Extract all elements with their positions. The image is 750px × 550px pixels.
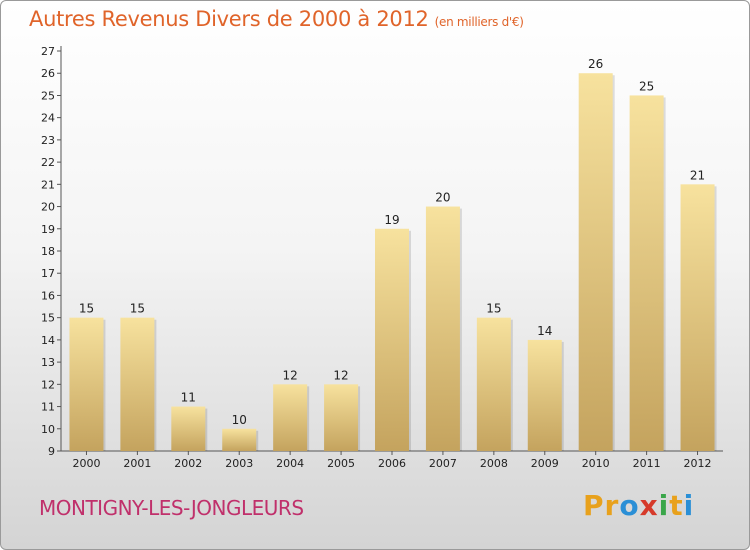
bar-2001 (120, 317, 155, 451)
y-tick-label: 15 (41, 312, 55, 325)
y-tick-label: 13 (41, 356, 55, 369)
x-tick-label: 2000 (72, 457, 100, 470)
logo-letter: i (683, 489, 695, 522)
x-tick-label: 2005 (327, 457, 355, 470)
bar-2004 (273, 384, 308, 451)
value-label: 26 (588, 57, 603, 71)
bar-2003 (222, 428, 257, 451)
y-tick-label: 16 (41, 289, 55, 302)
value-label: 15 (130, 302, 145, 316)
value-label: 14 (537, 324, 552, 338)
chart-title-text: Autres Revenus Divers de 2000 à 2012 (29, 7, 429, 31)
bar-2008 (476, 317, 511, 451)
chart-title: Autres Revenus Divers de 2000 à 2012 (en … (29, 7, 524, 31)
y-tick-label: 9 (48, 445, 55, 458)
logo-letter: P (583, 489, 605, 522)
y-tick-label: 26 (41, 67, 55, 80)
bars (69, 73, 717, 452)
y-tick-label: 11 (41, 401, 55, 414)
x-tick-label: 2011 (633, 457, 661, 470)
value-label: 19 (384, 213, 399, 227)
y-tick-label: 12 (41, 378, 55, 391)
y-tick-label: 22 (41, 156, 55, 169)
x-tick-label: 2001 (123, 457, 151, 470)
axes: 9 10 11 12 13 14 15 16 17 18 19 20 21 22 23 24 25 26 27 (41, 45, 723, 458)
y-tick-label: 27 (41, 45, 55, 58)
logo-letter: t (669, 489, 684, 522)
y-tick-label: 19 (41, 223, 55, 236)
bar-2009 (527, 339, 562, 451)
x-tick-label: 2004 (276, 457, 304, 470)
bar-2011 (629, 95, 664, 451)
bar-2012 (680, 184, 715, 452)
bar-2000 (69, 317, 104, 451)
y-tick-label: 21 (41, 178, 55, 191)
x-tick-label: 2007 (429, 457, 457, 470)
y-tick-label: 25 (41, 89, 55, 102)
x-tick-label: 2009 (531, 457, 559, 470)
value-label: 20 (435, 191, 450, 205)
y-tick-label: 24 (41, 112, 55, 125)
logo-letter: i (658, 489, 670, 522)
y-tick-label: 14 (41, 334, 55, 347)
x-tick-label: 2002 (174, 457, 202, 470)
proxiti-logo: Proxiti (583, 489, 694, 522)
y-tick-label: 17 (41, 267, 55, 280)
x-tick-label: 2010 (582, 457, 610, 470)
logo-letter: r (604, 489, 620, 522)
town-name: MONTIGNY-LES-JONGLEURS (39, 496, 304, 520)
bar-2010 (578, 73, 613, 451)
bar-2002 (171, 406, 206, 451)
logo-letter: o (619, 489, 640, 522)
logo-letter: x (639, 489, 659, 522)
x-tick-label: 2012 (684, 457, 712, 470)
bar-2005 (324, 384, 359, 451)
x-tick-label: 2008 (480, 457, 508, 470)
value-label: 10 (232, 413, 247, 427)
value-label: 25 (639, 79, 654, 93)
x-tick-label: 2003 (225, 457, 253, 470)
value-label: 11 (181, 391, 196, 405)
labels: 2000 15 2001 15 2002 11 2003 10 2004 12 2005 12 2006… (72, 57, 711, 470)
y-tick-label: 18 (41, 245, 55, 258)
value-label: 15 (486, 302, 501, 316)
value-label: 21 (690, 168, 705, 182)
bar-2007 (425, 206, 460, 451)
value-label: 12 (283, 368, 298, 382)
x-tick-label: 2006 (378, 457, 406, 470)
bar-2006 (375, 228, 409, 451)
value-label: 15 (79, 302, 94, 316)
y-tick-label: 20 (41, 201, 55, 214)
value-label: 12 (333, 368, 348, 382)
y-tick-label: 10 (41, 423, 55, 436)
y-tick-label: 23 (41, 134, 55, 147)
chart-subtitle: (en milliers d'€) (434, 15, 524, 29)
